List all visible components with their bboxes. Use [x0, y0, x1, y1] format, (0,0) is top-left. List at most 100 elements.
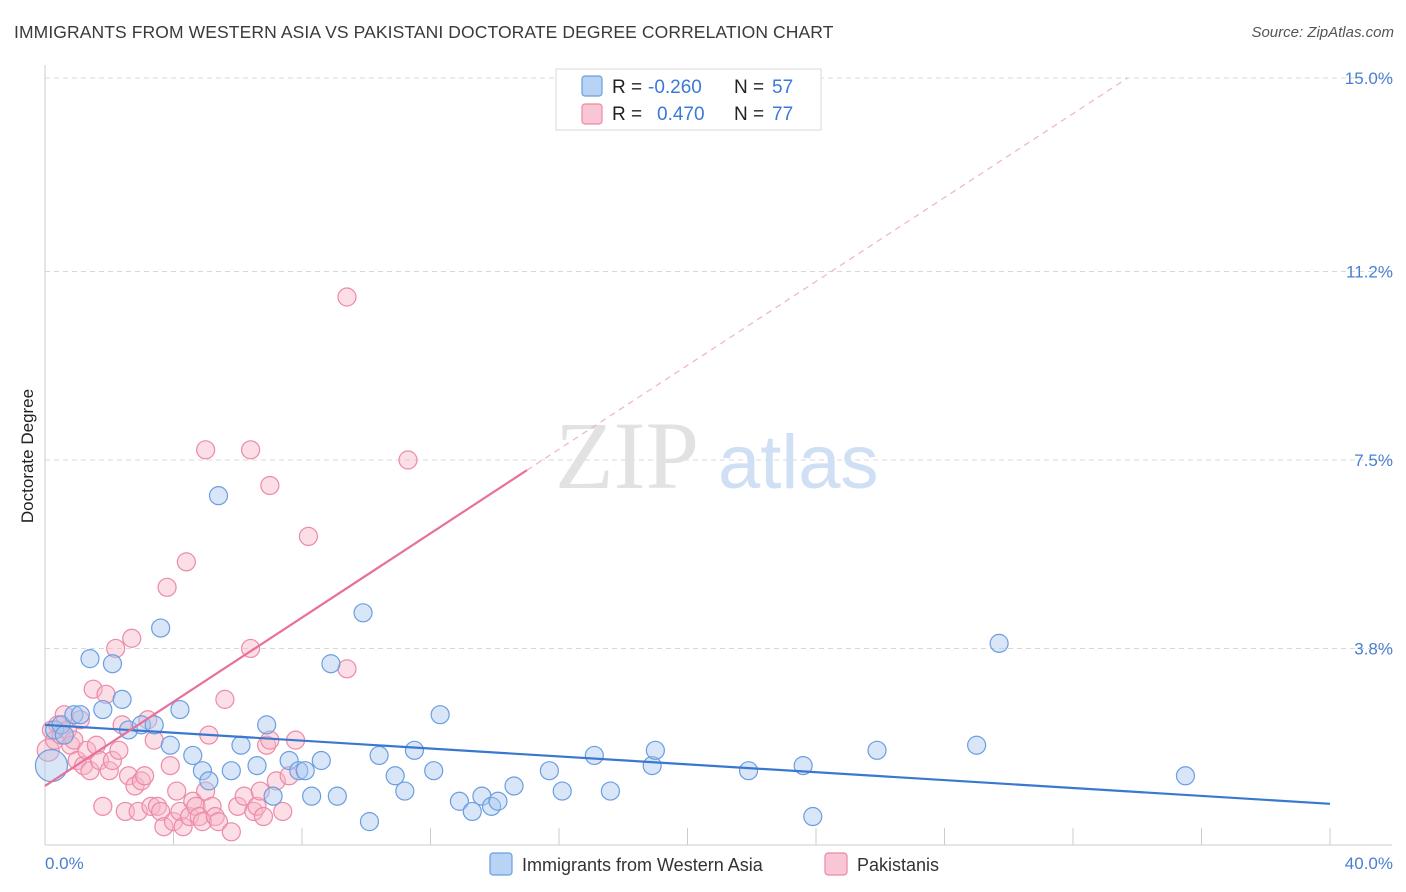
western-asia-point: [404, 740, 425, 760]
bottom-legend-swatch-blue: [489, 852, 513, 876]
pakistanis-point: [253, 806, 274, 827]
western-asia-point: [302, 786, 322, 806]
pakistanis-point: [192, 812, 213, 832]
pakistanis-point: [196, 440, 216, 460]
western-asia-point: [64, 705, 84, 725]
pakistanis-point: [151, 801, 171, 822]
legend-n-label: N =: [734, 104, 764, 125]
western-asia-point: [967, 735, 987, 755]
western-asia-point: [600, 781, 621, 801]
pakistanis-point: [160, 755, 180, 776]
legend-n-value-pink: 77: [772, 104, 793, 125]
pakistanis-point: [208, 812, 229, 832]
legend-r-label: R =: [612, 77, 642, 98]
pakistanis-point: [205, 806, 225, 827]
pakistanis-point: [189, 806, 209, 827]
western-asia-point: [295, 761, 315, 781]
source-label: Source: ZipAtlas.com: [1251, 24, 1394, 41]
bottom-legend: Immigrants from Western Asia Pakistanis: [489, 852, 939, 876]
pakistanis-point: [167, 781, 187, 801]
pakistanis-point: [128, 801, 148, 822]
bottom-legend-western-asia: Immigrants from Western Asia: [522, 855, 764, 875]
y-tick-label: 7.5%: [1354, 451, 1393, 470]
y-tick-label: 15.0%: [1345, 69, 1393, 88]
pakistanis-point: [176, 552, 196, 572]
pakistanis-point: [106, 638, 126, 659]
western-asia-point: [263, 786, 283, 806]
western-asia-point: [738, 761, 759, 781]
pakistanis-point: [109, 740, 129, 760]
pakistanis-point: [273, 801, 293, 822]
pakistanis-point: [70, 710, 90, 730]
western-asia-point: [385, 766, 405, 786]
axes: [44, 65, 1392, 846]
pakistanis-point: [266, 771, 286, 791]
watermark-atlas: atlas: [718, 420, 879, 505]
western-asia-point: [160, 735, 180, 755]
pakistanis-point: [298, 526, 319, 547]
pakistanis-point: [173, 817, 193, 837]
western-asia-point: [488, 791, 508, 811]
legend-box: R = -0.260 N = 57 R = 0.470 N = 77: [555, 68, 822, 131]
pakistanis-point: [244, 801, 264, 822]
pakistanis-point: [131, 771, 151, 791]
western-asia-point: [584, 745, 604, 766]
western-asia-point: [192, 761, 213, 781]
western-asia-point: [430, 705, 450, 725]
legend-r-label: R =: [612, 104, 642, 125]
western-asia-point: [552, 781, 572, 801]
western-asia-point: [208, 486, 229, 506]
pakistanis-point: [221, 822, 241, 842]
trend-line-pakistanis-extension: [526, 77, 1128, 471]
legend-r-value-blue: -0.260: [648, 77, 702, 98]
pakistanis-point: [260, 475, 280, 496]
western-asia-point: [170, 699, 190, 720]
y-tick-label: 3.8%: [1354, 639, 1393, 658]
pakistanis-point: [125, 776, 145, 796]
western-asia-point: [803, 806, 823, 827]
pakistanis-point: [337, 287, 357, 307]
western-asia-point: [289, 761, 309, 781]
western-asia-point: [449, 791, 470, 811]
trend-line-pakistanis: [44, 469, 528, 787]
pakistanis-point: [80, 761, 100, 781]
grid: [45, 77, 1392, 649]
western-asia-point: [353, 603, 373, 623]
pakistanis-point: [241, 440, 261, 460]
pakistanis-point: [157, 577, 177, 597]
tick-labels: 3.8% 7.5% 11.2% 15.0% 0.0% 40.0%: [45, 69, 1393, 873]
western-asia-point: [112, 689, 132, 709]
x-tick-label: 40.0%: [1345, 854, 1393, 873]
western-asia-point: [144, 715, 164, 735]
pakistanis-point: [147, 796, 168, 816]
western-asia-point: [102, 654, 123, 674]
western-asia-point: [311, 750, 331, 771]
western-asia-point: [183, 745, 203, 766]
western-asia-point: [1175, 766, 1196, 786]
western-asia-point: [462, 801, 482, 822]
western-asia-point: [867, 740, 887, 760]
western-asia-point: [327, 786, 347, 806]
pakistanis-point: [141, 796, 161, 816]
pakistanis-point: [257, 735, 277, 755]
western-asia-point: [481, 796, 502, 816]
pakistanis-point: [179, 806, 200, 827]
western-asia-point: [257, 715, 277, 735]
pakistanis-point: [134, 766, 155, 786]
pakistanis-point: [64, 730, 84, 750]
western-asia-point: [645, 740, 665, 760]
pakistanis-point: [118, 766, 139, 786]
series-western-asia: [34, 486, 1196, 832]
legend-r-value-pink: 0.470: [657, 104, 705, 125]
trend-lines: [44, 77, 1331, 805]
pakistanis-point: [122, 628, 142, 648]
western-asia-point: [151, 618, 171, 638]
pakistanis-point: [83, 679, 103, 699]
western-asia-point: [247, 755, 267, 776]
trend-line-western-asia: [44, 723, 1331, 805]
watermark: ZIP atlas: [555, 402, 879, 509]
western-asia-point: [369, 745, 389, 766]
western-asia-point: [34, 748, 69, 783]
pakistanis-point: [247, 796, 267, 816]
